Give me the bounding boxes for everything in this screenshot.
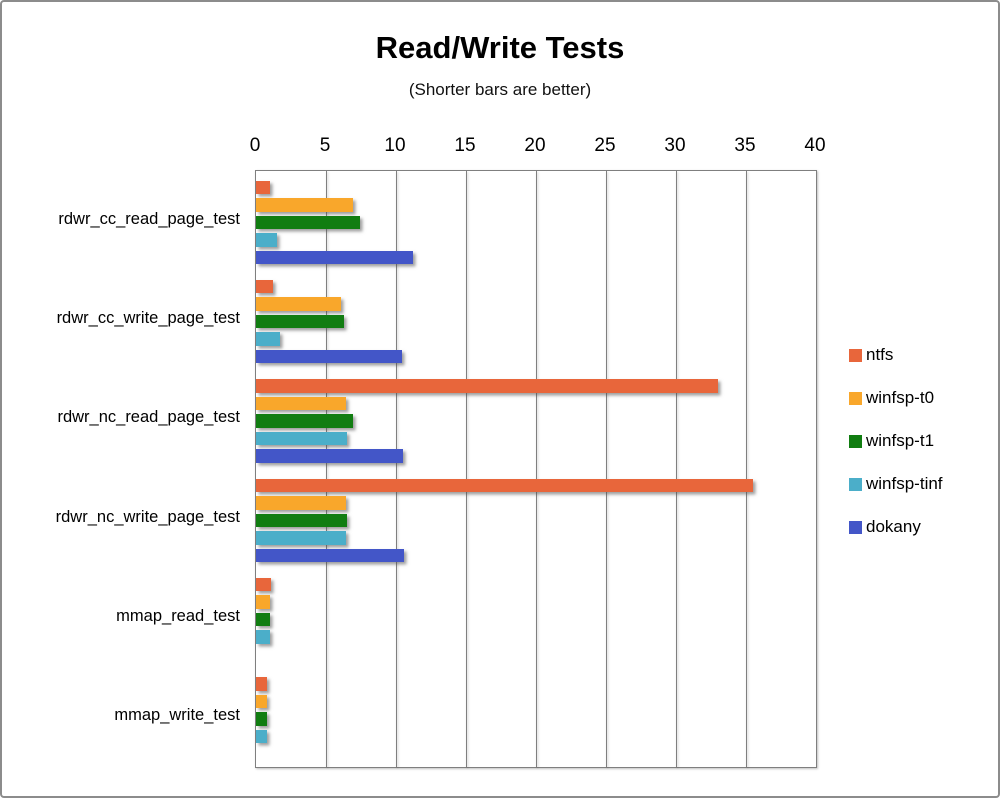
bar-winfsp-t1 bbox=[256, 215, 360, 229]
legend-swatch-ntfs bbox=[849, 348, 862, 362]
legend-label: ntfs bbox=[866, 345, 894, 364]
bar-winfsp-t0 bbox=[256, 198, 353, 212]
legend-swatch-winfsp-t1 bbox=[849, 434, 862, 448]
plot-area bbox=[255, 170, 817, 768]
legend-swatch-dokany bbox=[849, 520, 862, 534]
chart-subtitle: (Shorter bars are better) bbox=[408, 80, 592, 99]
gridline bbox=[465, 171, 467, 767]
legend-item-winfsp-tinf: winfsp-tinf bbox=[849, 474, 943, 494]
bar-winfsp-t1 bbox=[256, 314, 345, 329]
bar-dokany bbox=[256, 449, 403, 463]
bar-ntfs bbox=[256, 677, 268, 691]
bar-winfsp-t1 bbox=[256, 612, 270, 627]
category-label: mmap_write_test bbox=[114, 706, 240, 725]
x-axis-tick-label: 10 bbox=[384, 135, 406, 156]
x-axis-tick-label: 15 bbox=[454, 135, 476, 156]
bar-winfsp-tinf bbox=[256, 233, 277, 247]
bar-winfsp-t0 bbox=[256, 396, 346, 411]
category-label: rdwr_cc_read_page_test bbox=[58, 209, 240, 228]
bar-winfsp-tinf bbox=[256, 729, 268, 744]
legend-item-ntfs: ntfs bbox=[849, 345, 943, 365]
bar-winfsp-t1 bbox=[256, 414, 353, 428]
bar-ntfs bbox=[256, 279, 273, 294]
bar-winfsp-t0 bbox=[256, 694, 268, 709]
x-axis-tick-label: 25 bbox=[594, 135, 616, 156]
category-label: rdwr_nc_write_page_test bbox=[55, 507, 240, 526]
x-axis-tick-label: 5 bbox=[319, 135, 331, 156]
x-axis-tick-label: 0 bbox=[249, 135, 261, 156]
x-axis-tick-label: 20 bbox=[524, 135, 546, 156]
bar-winfsp-t0 bbox=[256, 595, 270, 609]
legend-item-winfsp-t0: winfsp-t0 bbox=[849, 388, 943, 408]
legend-label: winfsp-tinf bbox=[866, 474, 943, 493]
gridline bbox=[395, 171, 397, 767]
bar-winfsp-tinf bbox=[256, 332, 280, 346]
legend: ntfs winfsp-t0 winfsp-t1 winfsp-tinf dokany bbox=[849, 345, 943, 537]
bar-dokany bbox=[256, 349, 402, 364]
legend-label: winfsp-t1 bbox=[866, 431, 935, 450]
x-axis-tick-label: 40 bbox=[804, 135, 826, 156]
category-label: mmap_read_test bbox=[116, 607, 240, 625]
gridline bbox=[605, 171, 607, 767]
bar-ntfs bbox=[256, 180, 270, 194]
category-label: rdwr_cc_write_page_test bbox=[56, 309, 240, 327]
bar-ntfs bbox=[256, 577, 272, 592]
bar-winfsp-tinf bbox=[256, 531, 346, 545]
bar-dokany bbox=[256, 250, 413, 264]
gridline bbox=[745, 171, 747, 767]
x-axis-tick-label: 30 bbox=[664, 135, 686, 156]
bar-dokany bbox=[256, 548, 405, 562]
bar-winfsp-t0 bbox=[256, 496, 346, 510]
bar-winfsp-tinf bbox=[256, 431, 347, 446]
legend-label: dokany bbox=[866, 517, 921, 536]
legend-swatch-winfsp-t0 bbox=[849, 391, 862, 405]
bar-ntfs bbox=[256, 379, 718, 393]
gridline bbox=[675, 171, 677, 767]
bar-winfsp-t1 bbox=[256, 712, 268, 726]
legend-item-dokany: dokany bbox=[849, 517, 943, 537]
chart-title: Read/Write Tests bbox=[375, 30, 625, 65]
category-label: rdwr_nc_read_page_test bbox=[57, 408, 240, 427]
bar-winfsp-tinf bbox=[256, 630, 270, 644]
legend-item-winfsp-t1: winfsp-t1 bbox=[849, 431, 943, 451]
legend-label: winfsp-t0 bbox=[866, 388, 935, 407]
gridline bbox=[535, 171, 537, 767]
bar-winfsp-t1 bbox=[256, 513, 347, 527]
bar-ntfs bbox=[256, 478, 753, 492]
bar-winfsp-t0 bbox=[256, 297, 342, 311]
gridline bbox=[325, 171, 327, 767]
legend-swatch-winfsp-tinf bbox=[849, 477, 862, 491]
x-axis-tick-label: 35 bbox=[734, 135, 756, 156]
